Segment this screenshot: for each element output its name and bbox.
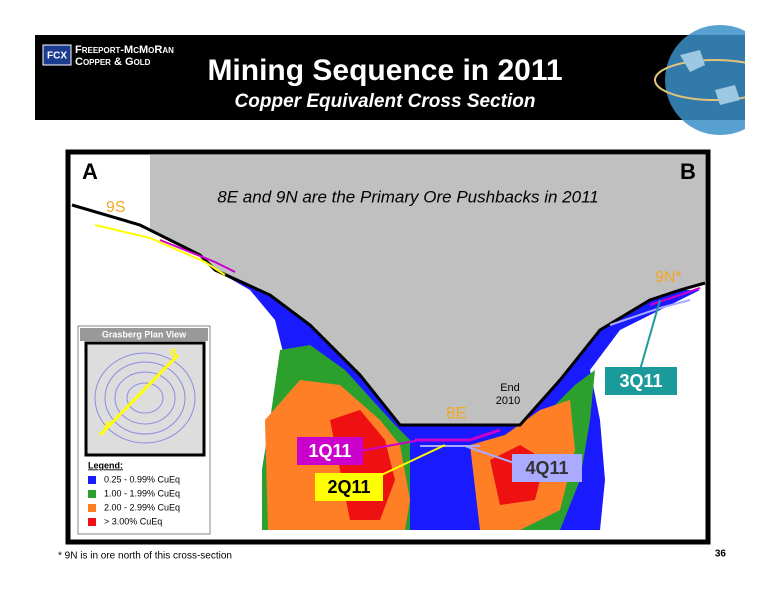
logo-mark: FCX [47, 51, 67, 62]
box-1q11 [297, 437, 363, 465]
logo-line1: Freeport-McMoRan [75, 44, 174, 56]
inset-contours [94, 352, 196, 444]
inset-title-bar [80, 328, 208, 341]
label-end: End [500, 382, 520, 394]
headline: 8E and 9N are the Primary Ore Pushbacks … [217, 187, 598, 206]
label-9s: 9S [106, 199, 126, 216]
phase-1q-line [415, 428, 501, 442]
box-3q11 [605, 367, 677, 395]
box-4q11 [512, 454, 582, 482]
label-1q11: 1Q11 [308, 441, 351, 461]
pointer-4q [464, 445, 521, 466]
label-4q11: 4Q11 [525, 458, 568, 478]
pit-void [150, 155, 705, 425]
title: Mining Sequence in 2011 [207, 54, 562, 87]
inset-point-b: B [170, 347, 177, 357]
inset-section-line [98, 353, 180, 437]
header-edge [745, 30, 776, 130]
end-label-a: A [82, 159, 98, 184]
phase-4q-line [609, 299, 691, 326]
pointer-3q [639, 299, 661, 371]
legend-swatch [88, 476, 96, 484]
zone-blue-center [425, 445, 475, 530]
box-2q11 [315, 473, 383, 501]
subtitle: Copper Equivalent Cross Section [235, 91, 536, 112]
label-2010: 2010 [496, 395, 520, 407]
footnote: * 9N is in ore north of this cross-secti… [58, 551, 232, 562]
label-8e: 8E [446, 403, 467, 422]
end-label-b: B [680, 159, 696, 184]
inset-point-a: A [104, 419, 111, 429]
legend-title: Legend: [88, 460, 123, 470]
legend-swatch [88, 504, 96, 512]
label-9n: 9N* [655, 269, 682, 286]
pointer-1q [354, 439, 421, 453]
legend-swatch [88, 518, 96, 526]
legend-item: 2.00 - 2.99% CuEq [104, 502, 180, 512]
page-number: 36 [715, 549, 727, 560]
logo-mark-box [42, 44, 72, 66]
label-3q11: 3Q11 [619, 371, 662, 391]
label-2q11: 2Q11 [327, 477, 370, 497]
inset-title: Grasberg Plan View [102, 329, 187, 339]
phase-9s-line [94, 224, 226, 276]
logo-line2: Copper & Gold [75, 56, 151, 68]
pointer-2q [374, 444, 446, 479]
inset-map [84, 341, 206, 457]
legend-item: 1.00 - 1.99% CuEq [104, 488, 180, 498]
header-band [35, 35, 745, 120]
legend-item: > 3.00% CuEq [104, 516, 162, 526]
legend-item: 0.25 - 0.99% CuEq [104, 474, 180, 484]
legend-swatch [88, 490, 96, 498]
phase-line-1 [159, 239, 236, 273]
